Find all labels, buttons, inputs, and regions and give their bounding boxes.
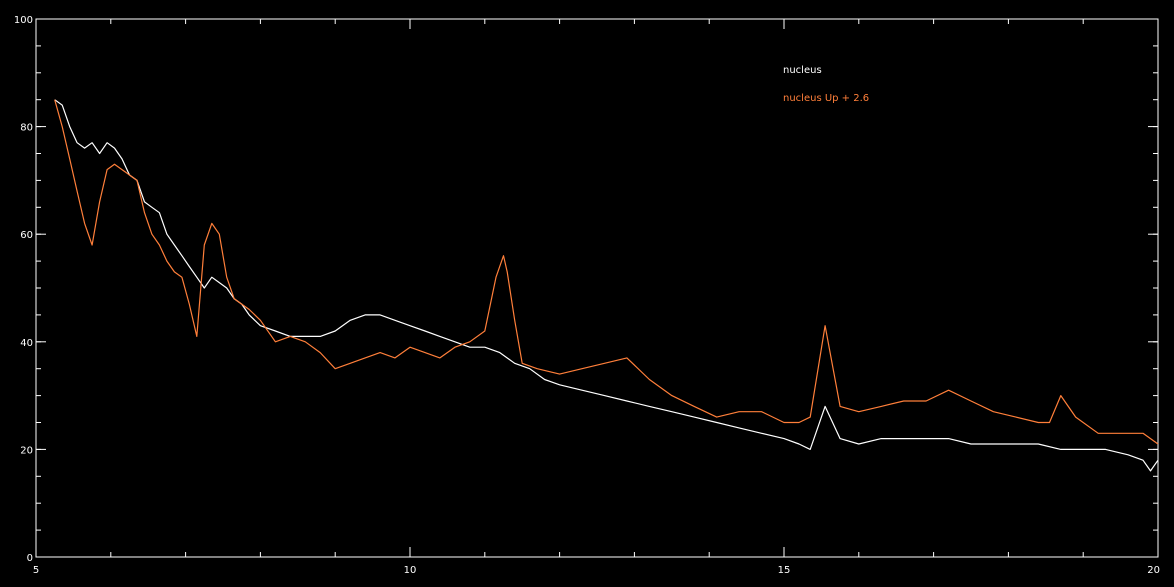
y-tick-label: 60	[20, 230, 33, 241]
x-tick-label: 15	[778, 565, 791, 576]
x-tick-label: 5	[33, 565, 39, 576]
y-tick-label: 100	[14, 15, 33, 26]
series-line-nucleus	[54, 99, 1159, 472]
x-tick-label: 10	[404, 565, 417, 576]
major-ticks	[35, 18, 1159, 558]
series-layer	[54, 99, 1159, 472]
x-tick-label: 20	[1147, 565, 1160, 576]
tick-labels: 5 10 15 20 0 20 40 60 80 100	[14, 15, 1160, 576]
legend-entry-nucleus: nucleus	[783, 65, 822, 76]
legend-entry-nucleus-up: nucleus Up + 2.6	[783, 93, 869, 104]
legend: nucleus nucleus Up + 2.6	[783, 65, 869, 104]
y-tick-label: 0	[27, 553, 33, 564]
y-tick-label: 80	[20, 123, 33, 134]
series-line-nucleus-up	[54, 99, 1159, 445]
y-tick-label: 20	[20, 445, 33, 456]
y-tick-label: 40	[20, 338, 33, 349]
